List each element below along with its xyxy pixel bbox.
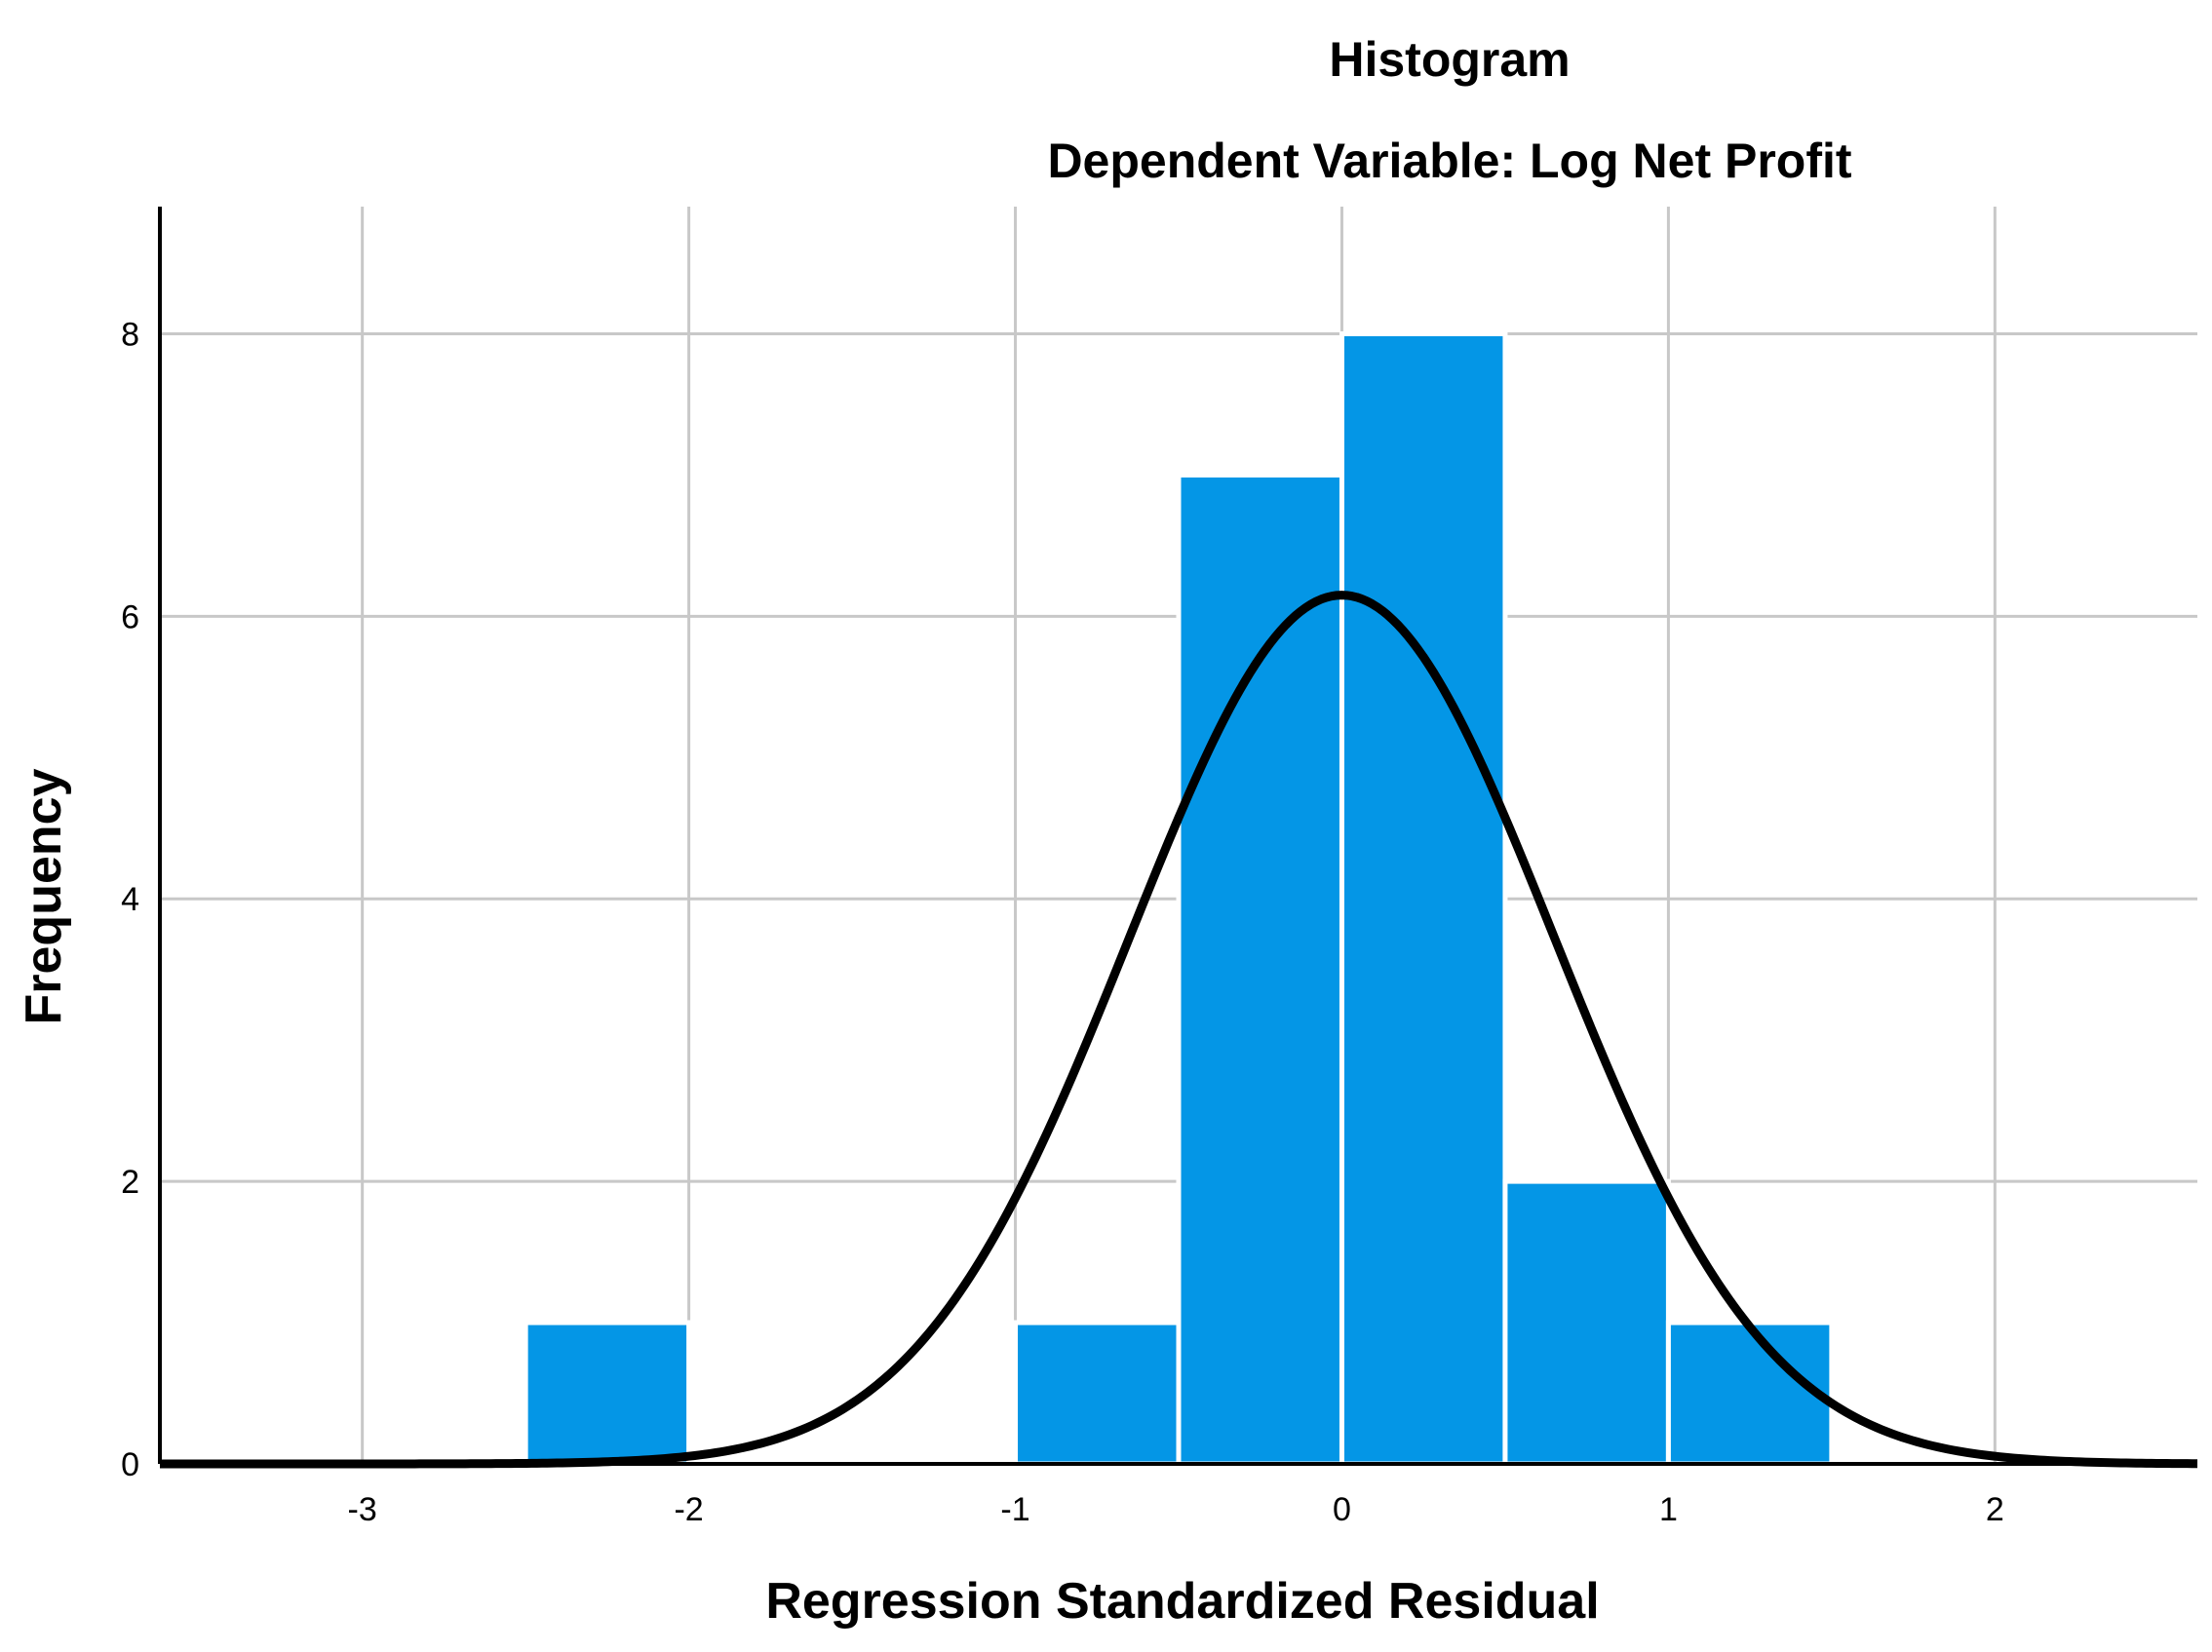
x-tick-label: -1 <box>1000 1491 1029 1528</box>
histogram-bar <box>1339 330 1508 1467</box>
histogram-bar <box>523 1320 692 1467</box>
x-tick-label: -3 <box>348 1491 377 1528</box>
y-tick-label: 6 <box>121 598 139 635</box>
axes <box>158 207 2197 1466</box>
x-axis-label: Regression Standardized Residual <box>765 1573 1599 1630</box>
x-tick-label: -2 <box>674 1491 703 1528</box>
y-tick-label: 8 <box>121 316 139 353</box>
tick-labels: -3 -2 -1 0 1 2 0 2 4 6 8 <box>121 316 2004 1528</box>
histogram-bar <box>1176 472 1344 1467</box>
x-tick-label: 0 <box>1333 1491 1351 1528</box>
histogram-bar <box>1013 1320 1182 1467</box>
grid-lines <box>160 207 2197 1464</box>
y-tick-label: 0 <box>121 1446 139 1483</box>
chart-title: Histogram <box>1329 32 1570 87</box>
y-tick-label: 4 <box>121 881 139 918</box>
histogram-bar <box>1502 1178 1671 1467</box>
x-tick-label: 1 <box>1659 1491 1678 1528</box>
histogram-bars <box>523 330 1835 1467</box>
y-tick-label: 2 <box>121 1164 139 1201</box>
y-axis-label: Frequency <box>16 768 72 1024</box>
x-tick-label: 2 <box>1986 1491 2004 1528</box>
chart-subtitle: Dependent Variable: Log Net Profit <box>1047 134 1851 188</box>
histogram-bar <box>1665 1320 1835 1467</box>
